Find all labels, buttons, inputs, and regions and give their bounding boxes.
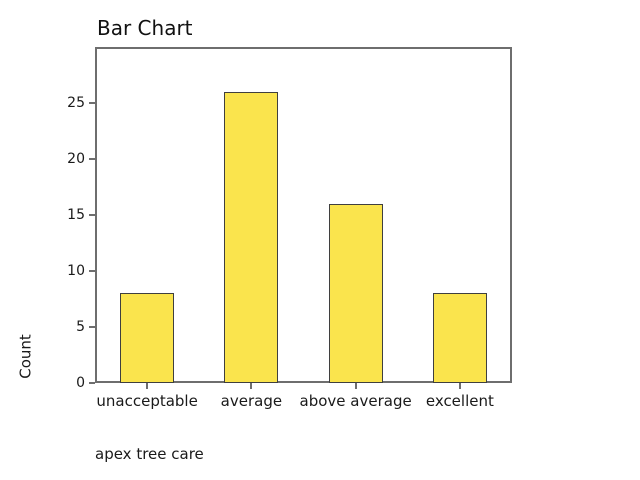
y-tick-label: 20 bbox=[67, 151, 85, 167]
bar-average bbox=[224, 92, 279, 383]
x-tick-mark bbox=[354, 383, 357, 389]
y-axis-title: Count bbox=[16, 334, 35, 379]
bar-excellent bbox=[432, 293, 487, 383]
y-tick-label: 15 bbox=[67, 207, 85, 223]
x-tick-label: average bbox=[220, 392, 283, 410]
y-tick-mark bbox=[89, 158, 95, 160]
y-tick-mark bbox=[89, 326, 95, 328]
chart-title: Bar Chart bbox=[97, 16, 193, 40]
y-tick-mark bbox=[89, 382, 95, 384]
x-tick-mark bbox=[458, 383, 461, 389]
y-tick-mark bbox=[89, 270, 95, 272]
y-tick-label: 25 bbox=[67, 95, 85, 111]
x-tick-label: excellent bbox=[425, 392, 494, 410]
x-tick-mark bbox=[250, 383, 253, 389]
y-tick-mark bbox=[89, 102, 95, 104]
bar-above-average bbox=[328, 204, 383, 383]
y-tick-label: 10 bbox=[67, 263, 85, 279]
y-tick-label: 0 bbox=[76, 375, 85, 391]
x-tick-mark bbox=[146, 383, 149, 389]
x-tick-label: above average bbox=[299, 392, 412, 410]
y-tick-mark bbox=[89, 214, 95, 216]
bar-unacceptable bbox=[120, 293, 175, 383]
x-tick-label: unacceptable bbox=[96, 392, 198, 410]
y-tick-label: 5 bbox=[76, 319, 85, 335]
x-axis-footnote: apex tree care bbox=[95, 445, 204, 463]
